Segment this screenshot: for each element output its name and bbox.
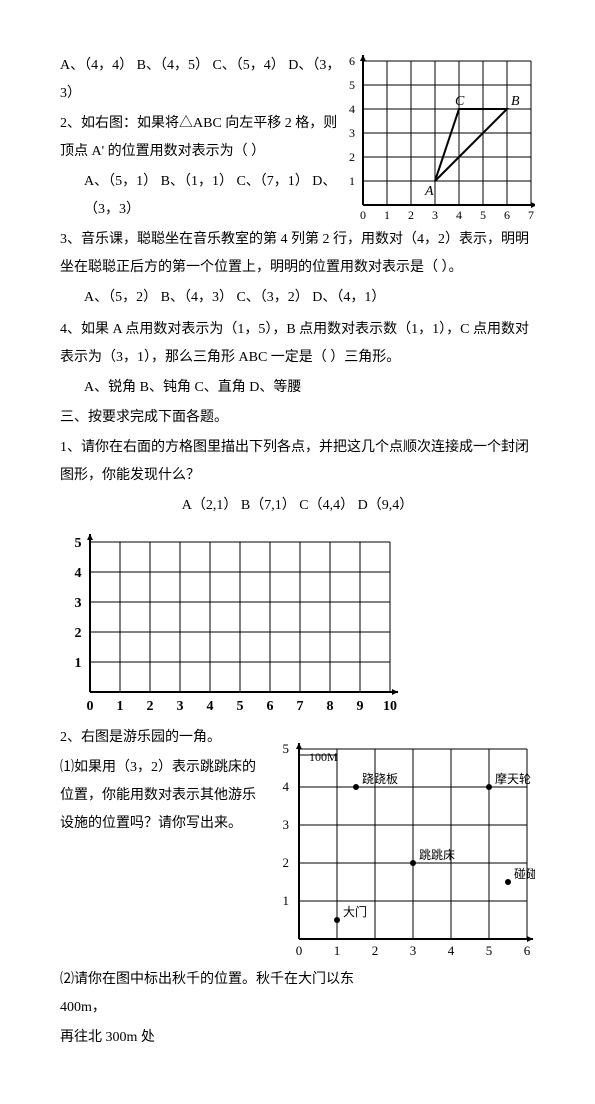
svg-text:10: 10 [383, 699, 397, 714]
svg-text:4: 4 [75, 566, 82, 581]
svg-text:碰碰车: 碰碰车 [514, 866, 535, 881]
s3-q1: 1、请你在右面的方格图里描出下列各点，并把这几个点顺次连接成一个封闭图形，你能发… [60, 434, 535, 490]
svg-text:5: 5 [486, 943, 493, 958]
svg-text:1: 1 [75, 656, 82, 671]
svg-text:B: B [511, 94, 520, 109]
s3-q2-2b: 400m， [60, 1000, 106, 1015]
svg-text:4: 4 [207, 699, 214, 714]
park-figure: 0 1 2 3 4 5 6 1 2 3 4 5 100M 跷跷板 摩天轮跳跳床碰碰车大门 [275, 724, 535, 964]
svg-text:8: 8 [327, 699, 334, 714]
svg-text:3: 3 [349, 126, 355, 140]
svg-text:大门: 大门 [343, 904, 367, 919]
svg-text:6: 6 [524, 943, 531, 958]
svg-text:2: 2 [147, 699, 154, 714]
svg-text:4: 4 [456, 208, 462, 220]
svg-text:摩天轮: 摩天轮 [495, 771, 531, 786]
svg-text:4: 4 [349, 102, 355, 116]
svg-text:6: 6 [267, 699, 274, 714]
svg-text:0: 0 [360, 208, 366, 220]
svg-text:5: 5 [237, 699, 244, 714]
svg-text:A: A [424, 184, 434, 199]
svg-text:3: 3 [432, 208, 438, 220]
s3-q2-2c: 再往北 300m 处 [60, 1024, 535, 1052]
svg-text:1: 1 [334, 943, 341, 958]
svg-text:2: 2 [75, 626, 82, 641]
grid-figure: 0 1 2 3 4 5 6 7 8 9 10 1 2 3 4 5 [60, 522, 535, 722]
svg-text:0: 0 [296, 943, 303, 958]
svg-text:跳跳床: 跳跳床 [419, 848, 455, 862]
q4-text: 4、如果 A 点用数对表示为（1，5），B 点用数对表示数（1，1），C 点用数… [60, 316, 535, 372]
svg-text:5: 5 [480, 208, 486, 220]
svg-text:3: 3 [410, 943, 417, 958]
svg-text:6: 6 [349, 54, 355, 68]
svg-text:9: 9 [357, 699, 364, 714]
s3-q2-2: ⑵请你在图中标出秋千的位置。秋千在大门以东 400m， [60, 966, 535, 1022]
svg-text:5: 5 [283, 741, 290, 756]
svg-text:1: 1 [384, 208, 390, 220]
svg-text:3: 3 [283, 817, 290, 832]
svg-text:6: 6 [504, 208, 510, 220]
svg-text:1: 1 [349, 174, 355, 188]
svg-text:7: 7 [297, 699, 304, 714]
s3-q1-points: A（2,1） B（7,1） C（4,4） D（9,4） [60, 492, 535, 520]
svg-text:2: 2 [283, 855, 290, 870]
svg-text:100M: 100M [309, 750, 338, 764]
svg-text:1: 1 [283, 893, 290, 908]
triangle-figure: 0 1 2 3 4 5 6 7 1 2 3 4 5 6 A B C [345, 50, 535, 220]
svg-text:0: 0 [87, 699, 94, 714]
q3-options: A、（5，2） B、（4，3） C、（3，2） D、（4，1） [60, 284, 535, 312]
q3-text: 3、音乐课，聪聪坐在音乐教室的第 4 列第 2 行，用数对（4，2）表示，明明坐… [60, 226, 535, 282]
svg-text:1: 1 [117, 699, 124, 714]
q4-options: A、锐角 B、钝角 C、直角 D、等腰 [60, 374, 535, 402]
svg-text:跷跷板: 跷跷板 [362, 771, 398, 786]
section3-title: 三、按要求完成下面各题。 [60, 404, 535, 432]
svg-text:7: 7 [528, 208, 534, 220]
svg-text:2: 2 [349, 150, 355, 164]
svg-text:4: 4 [283, 779, 290, 794]
svg-text:2: 2 [372, 943, 379, 958]
s3-q2-2a: ⑵请你在图中标出秋千的位置。秋千在大门以东 [60, 972, 354, 987]
svg-text:3: 3 [177, 699, 184, 714]
svg-text:C: C [455, 94, 465, 109]
svg-text:3: 3 [75, 596, 82, 611]
svg-text:2: 2 [408, 208, 414, 220]
svg-text:4: 4 [448, 943, 455, 958]
svg-text:5: 5 [349, 78, 355, 92]
svg-text:5: 5 [75, 536, 82, 551]
